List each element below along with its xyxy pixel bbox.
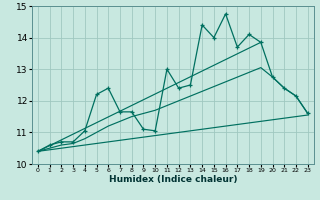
X-axis label: Humidex (Indice chaleur): Humidex (Indice chaleur) [108,175,237,184]
